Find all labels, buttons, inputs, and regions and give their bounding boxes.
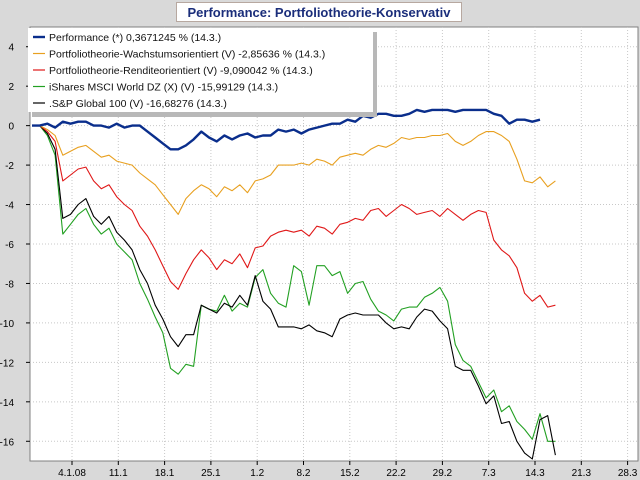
y-tick-label: -2 [5,161,14,172]
series-lines [32,108,556,460]
y-tick-label: -12 [0,358,14,369]
x-tick-label: 11.1 [109,468,128,479]
x-tick-label: 28.3 [618,468,638,479]
y-tick-label: 4 [8,43,14,54]
chart-title: Performance: Portfoliotheorie-Konservati… [176,2,462,22]
legend-label: Portfoliotheorie-Renditeorientiert (V) -… [49,65,313,77]
series-line-0 [32,108,541,151]
x-tick-label: 21.3 [572,468,592,479]
y-axis-ticks: 4 2 0 -2 -4 -6 -8 -10 -12 -14 -16 [0,43,30,448]
y-tick-label: -8 [5,279,14,290]
legend-label: Portfoliotheorie-Wachstumsorientiert (V)… [49,49,325,61]
y-tick-label: -4 [5,201,14,212]
x-tick-label: 22.2 [386,468,406,479]
x-tick-label: 29.2 [433,468,453,479]
series-line-2 [32,125,556,308]
x-tick-label: 18.1 [155,468,175,479]
y-tick-label: -14 [0,398,14,409]
legend-box [28,28,373,112]
y-tick-label: -10 [0,319,14,330]
series-line-3 [32,125,556,442]
x-tick-label: 15.2 [340,468,360,479]
x-tick-label: 7.3 [482,468,496,479]
y-tick-label: 0 [8,122,14,133]
x-tick-label: 14.3 [525,468,545,479]
y-tick-label: -6 [5,240,14,251]
legend-label: .S&P Global 100 (V) -16,68276 (14.3.) [49,98,227,110]
y-tick-label: -16 [0,437,14,448]
series-line-1 [32,125,556,215]
x-axis-ticks: 4.1.08 11.1 18.1 25.1 1.2 8.2 15.2 22.2 29.2 7.3 1… [58,461,638,479]
x-tick-label: 8.2 [297,468,311,479]
y-tick-label: 2 [8,82,14,93]
x-tick-label: 1.2 [250,468,264,479]
x-tick-label: 4.1.08 [58,468,86,479]
legend-label: Performance (*) 0,3671245 % (14.3.) [49,32,221,44]
series-line-4 [32,125,556,460]
x-tick-label: 25.1 [201,468,221,479]
legend-label: iShares MSCI World DZ (X) (V) -15,99129 … [49,82,278,94]
legend: Performance (*) 0,3671245 % (14.3.) Portf… [28,28,377,117]
